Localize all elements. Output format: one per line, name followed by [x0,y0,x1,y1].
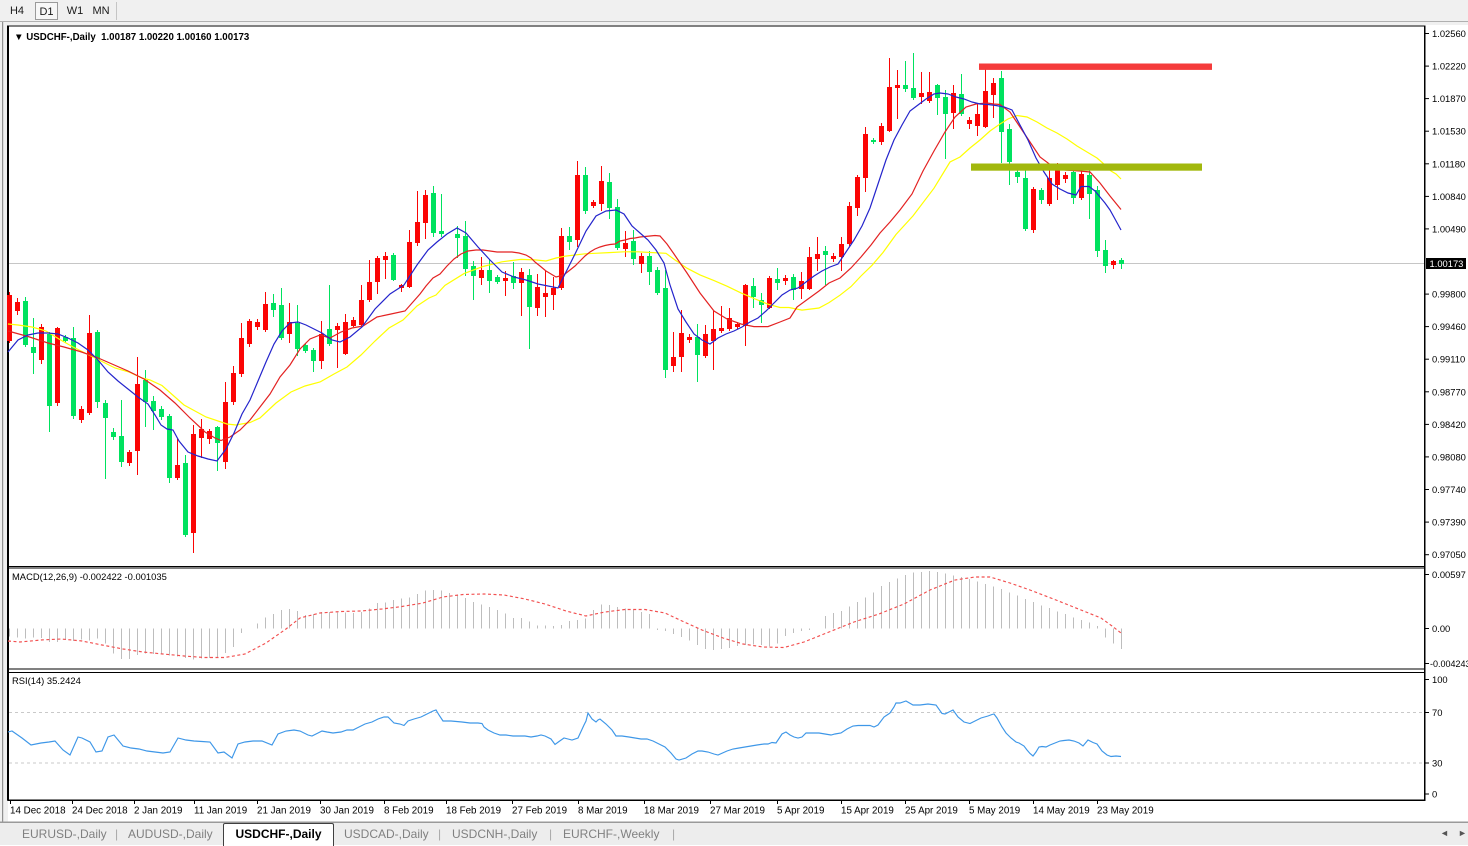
svg-text:18 Feb 2019: 18 Feb 2019 [446,806,501,817]
svg-text:1.00840: 1.00840 [1432,191,1466,202]
svg-text:0.00597: 0.00597 [1432,569,1466,580]
svg-text:0.97050: 0.97050 [1432,549,1466,560]
svg-text:-0.004243: -0.004243 [1430,659,1468,669]
svg-text:11 Jan 2019: 11 Jan 2019 [194,806,247,817]
svg-text:0.99110: 0.99110 [1432,354,1465,365]
svg-text:MACD(12,26,9) -0.002422 -0.001: MACD(12,26,9) -0.002422 -0.001035 [12,571,167,582]
svg-text:0.99800: 0.99800 [1432,289,1466,300]
svg-text:24 Dec 2018: 24 Dec 2018 [72,806,128,817]
svg-text:0.98770: 0.98770 [1432,386,1466,397]
svg-text:1.00490: 1.00490 [1432,223,1466,234]
svg-text:100: 100 [1432,674,1448,685]
svg-text:0.99460: 0.99460 [1432,321,1466,332]
svg-text:1.00173: 1.00173 [1430,258,1464,269]
svg-text:14 May 2019: 14 May 2019 [1033,806,1090,817]
svg-text:25 Apr 2019: 25 Apr 2019 [905,806,958,817]
svg-text:0.97740: 0.97740 [1432,484,1466,495]
svg-text:0: 0 [1432,789,1437,800]
svg-text:30: 30 [1432,758,1442,769]
svg-text:RSI(14) 35.2424: RSI(14) 35.2424 [12,675,81,686]
svg-text:70: 70 [1432,707,1442,718]
svg-text:23 May 2019: 23 May 2019 [1097,806,1154,817]
svg-text:1.01180: 1.01180 [1432,158,1465,169]
svg-text:21 Jan 2019: 21 Jan 2019 [257,806,311,817]
svg-text:1.02560: 1.02560 [1432,28,1466,39]
svg-text:14 Dec 2018: 14 Dec 2018 [10,806,66,817]
svg-text:0.98420: 0.98420 [1432,419,1466,430]
svg-text:5 May 2019: 5 May 2019 [969,806,1020,817]
svg-text:1.02220: 1.02220 [1432,61,1466,72]
svg-text:0.98080: 0.98080 [1432,451,1466,462]
svg-text:18 Mar 2019: 18 Mar 2019 [644,806,699,817]
svg-text:27 Feb 2019: 27 Feb 2019 [512,806,567,817]
svg-text:1.01530: 1.01530 [1432,126,1466,137]
svg-text:0.97390: 0.97390 [1432,517,1466,528]
svg-text:27 Mar 2019: 27 Mar 2019 [710,806,765,817]
svg-text:5 Apr 2019: 5 Apr 2019 [777,806,824,817]
svg-text:▼ USDCHF-,Daily 1.00187 1.002: ▼ USDCHF-,Daily 1.00187 1.00220 1.00160 … [14,32,250,43]
svg-text:15 Apr 2019: 15 Apr 2019 [841,806,894,817]
svg-text:8 Mar 2019: 8 Mar 2019 [578,806,628,817]
svg-text:0.00: 0.00 [1432,623,1450,634]
svg-text:2 Jan 2019: 2 Jan 2019 [134,806,182,817]
svg-text:30 Jan 2019: 30 Jan 2019 [320,806,374,817]
svg-text:8 Feb 2019: 8 Feb 2019 [384,806,434,817]
svg-text:1.01870: 1.01870 [1432,93,1466,104]
